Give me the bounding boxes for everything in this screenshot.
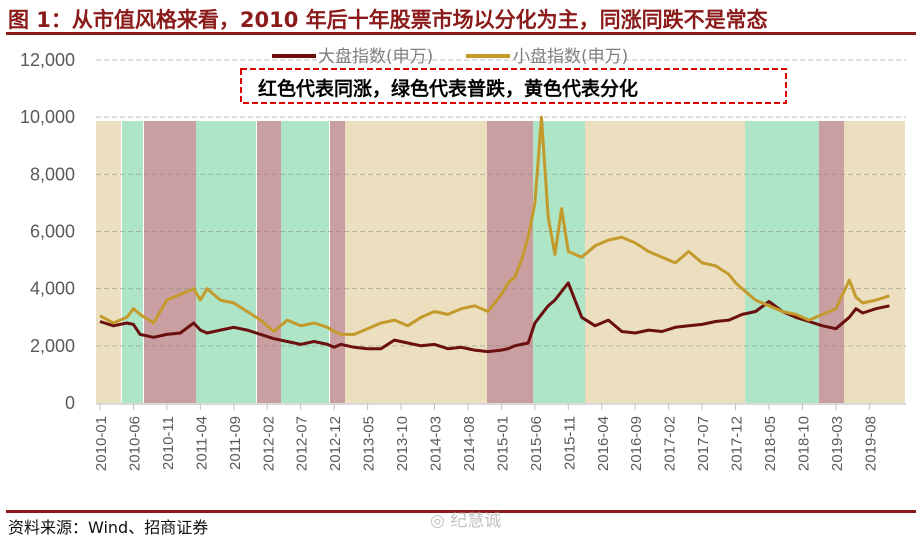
footer-divider [6,510,916,513]
source-note: 资料来源：Wind、招商证券 [8,518,209,537]
watermark: ◎ 纪慧诚 [430,506,501,531]
x-tick-label: 2014-08 [461,416,478,471]
x-tick-label: 2018-10 [795,416,812,471]
band-yellow [96,121,121,403]
regime-bands [96,121,905,403]
band-green [533,121,585,403]
small-cap-line [99,115,890,336]
x-tick-label: 2012-02 [260,416,277,471]
y-tick-label: 12,000 [20,50,75,70]
legend-label-large-cap: 大盘指数(申万) [318,47,433,67]
x-tick-label: 2012-07 [294,416,311,471]
x-tick-label: 2019-03 [829,416,846,471]
weibo-icon: ◎ [430,511,445,531]
x-tick-label: 2015-01 [494,416,511,471]
figure-title: 图 1：从市值风格来看，2010 年后十年股票市场以分化为主，同涨同跌不是常态 [8,8,768,32]
x-tick-label: 2016-04 [595,416,612,471]
x-tick-label: 2015-06 [528,416,545,471]
x-tick-label: 2010-11 [160,416,177,470]
x-tick-label: 2010-01 [93,416,110,471]
y-tick-label: 8,000 [30,164,75,184]
x-tick-label: 2018-05 [762,416,779,471]
band-yellow [345,121,487,403]
annotation-box: 红色代表同涨，绿色代表普跌，黄色代表分化 [240,68,787,104]
line-chart: 0 2,000 4,000 6,000 8,000 10,000 12,000 2010-0… [20,47,906,471]
x-tick-label: 2010-06 [126,416,143,471]
gridlines [96,59,906,347]
x-tick-label: 2012-12 [327,416,344,471]
band-green [745,121,819,403]
y-tick-label: 6,000 [30,222,75,242]
y-axis: 0 2,000 4,000 6,000 8,000 10,000 12,000 [20,50,75,413]
x-axis: 2010-01 2010-06 2010-11 2011-04 2011-09 2012-… [93,403,906,471]
band-red [819,121,844,403]
y-tick-label: 2,000 [30,336,75,356]
band-green [196,121,256,403]
legend: 大盘指数(申万) 小盘指数(申万) [272,47,628,67]
series-lines [99,115,890,354]
x-tick-label: 2013-10 [394,416,411,471]
x-tick-label: 2017-02 [662,416,679,471]
title-divider [6,32,916,35]
x-tick-label: 2015-11 [561,416,578,470]
band-red [257,121,281,403]
legend-label-small-cap: 小盘指数(申万) [513,47,628,67]
watermark-text: 纪慧诚 [450,511,502,531]
large-cap-line [99,281,890,354]
x-tick-label: 2016-09 [628,416,645,471]
x-tick-label: 2019-08 [862,416,879,471]
x-tick-label: 2011-04 [193,416,210,470]
band-green [281,121,329,403]
y-tick-label: 0 [65,393,75,413]
x-tick-label: 2014-03 [428,416,445,471]
y-tick-label: 4,000 [30,279,75,299]
band-red [330,121,345,403]
x-tick-label: 2017-07 [695,416,712,471]
x-tick-label: 2013-05 [361,416,378,471]
y-tick-label: 10,000 [20,107,75,127]
band-yellow [844,121,905,403]
band-yellow [585,121,745,403]
x-tick-label: 2011-09 [227,416,244,470]
band-red [144,121,196,403]
x-tick-label: 2017-12 [729,416,746,471]
band-red [487,121,533,403]
band-green [122,121,143,403]
annotation-text: 红色代表同涨，绿色代表普跌，黄色代表分化 [258,77,638,100]
